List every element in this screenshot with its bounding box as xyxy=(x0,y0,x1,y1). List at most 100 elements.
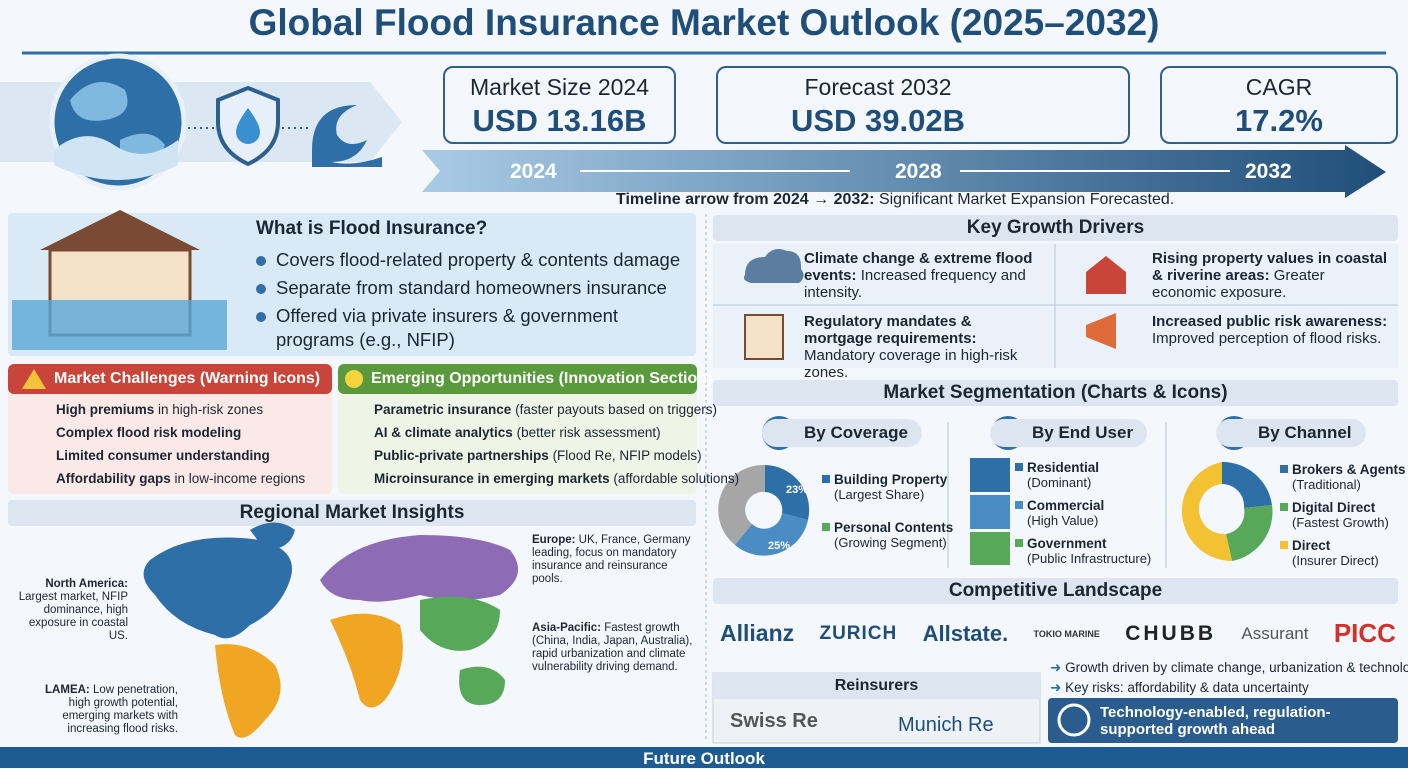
region-note: Europe: UK, France, Germany leading, foc… xyxy=(532,534,698,586)
item-text: in low-income regions xyxy=(174,471,306,486)
house-roof xyxy=(40,210,200,250)
company-logo: Allianz xyxy=(720,620,795,646)
company-logos: Allianz ZURICH Allstate. TOKIO MARINE CHUBB A… xyxy=(720,618,1396,649)
residential-block xyxy=(970,458,1010,492)
commercial-block xyxy=(970,495,1010,529)
company-logo: CHUBB xyxy=(1125,621,1217,645)
item-bold: Complex flood risk modeling xyxy=(56,425,242,440)
legend-note: (Traditional) xyxy=(1292,477,1361,492)
challenges-panel xyxy=(8,364,332,494)
segment-title: By End User xyxy=(990,419,1148,447)
legend-entry: Personal Contents (Growing Segment) xyxy=(822,520,953,550)
driver-text: Greater economic exposure. xyxy=(1152,267,1325,301)
list-item: AI & climate analytics (better risk asse… xyxy=(336,421,696,444)
legend-entry: Brokers & Agents (Traditional) xyxy=(1280,462,1406,492)
regional-title: Regional Market Insights xyxy=(239,502,465,523)
driver-text: Increased frequency and intensity. xyxy=(804,267,1026,301)
globe-wave xyxy=(54,136,178,180)
segmentation-title: Market Segmentation (Charts & Icons) xyxy=(883,382,1228,403)
region-name: LAMEA: xyxy=(45,684,90,696)
region-text: Low penetration, high growth potential, … xyxy=(62,684,178,735)
opportunities-list: Parametric insurance (faster payouts bas… xyxy=(336,398,739,490)
company-logo: TOKIO MARINE xyxy=(1033,628,1100,639)
wave-icon xyxy=(312,105,382,167)
map-asia-pacific xyxy=(420,596,500,651)
donut-segment xyxy=(765,465,810,520)
kpi-card: Market Size 2024 USD 13.16B xyxy=(443,66,676,144)
opportunities-panel xyxy=(338,364,697,494)
list-item: Complex flood risk modeling xyxy=(16,421,328,444)
item-bold: High premiums xyxy=(56,402,155,417)
item-text: (better risk assessment) xyxy=(516,425,661,440)
globe-land xyxy=(70,82,165,168)
gear-icon xyxy=(1057,703,1091,737)
kpi-label: Forecast 2032 xyxy=(804,74,952,100)
legend-note: (High Value) xyxy=(1027,513,1099,528)
challenges-title: Market Challenges (Warning Icons) xyxy=(54,370,321,387)
definition-list: Covers flood-related property & contents… xyxy=(256,248,686,352)
donut-label: 23% xyxy=(786,484,809,496)
definition-bullet: Offered via private insurers & governmen… xyxy=(256,304,686,352)
driver-bold: Regulatory mandates & mortgage requireme… xyxy=(804,313,977,347)
opportunities-title: Emerging Opportunities (Innovation Secti… xyxy=(371,370,713,387)
driver-bold: Rising property values in coastal & rive… xyxy=(1152,250,1388,284)
legend-name: Personal Contents xyxy=(834,520,954,535)
competitive-bullet: ➜ Key risks: affordability & data uncert… xyxy=(1050,678,1408,698)
competitive-title: Competitive Landscape xyxy=(948,580,1163,601)
region-name: Europe: xyxy=(532,534,576,546)
map-australia xyxy=(459,666,505,705)
warning-icon xyxy=(22,369,46,389)
timeline-year: 2024 xyxy=(510,160,557,183)
region-note: North America: Largest market, NFIP domi… xyxy=(18,578,128,643)
caption-bold: Timeline arrow from 2024 → 2032: xyxy=(616,191,875,208)
item-bold: Microinsurance in emerging markets xyxy=(374,471,610,486)
reinsurer: Swiss Re xyxy=(730,710,818,732)
segment-title: By Channel xyxy=(1216,419,1366,447)
kpi-card: Forecast 2032 USD 39.02B xyxy=(716,66,1130,144)
coverage-donut xyxy=(718,464,810,556)
bullet-arrow: ➜ xyxy=(1050,660,1062,675)
timeline-arrow xyxy=(422,145,1386,198)
timeline-year: 2032 xyxy=(1245,160,1292,183)
item-text: (Flood Re, NFIP models) xyxy=(552,448,702,463)
reinsurers-header xyxy=(713,673,1040,699)
legend-note: (Fastest Growth) xyxy=(1292,515,1389,530)
list-item: Limited consumer understanding xyxy=(16,444,328,467)
legend-entry: Residential (Dominant) xyxy=(1015,460,1151,490)
legend-entry: Commercial (High Value) xyxy=(1015,498,1151,528)
opportunities-header xyxy=(338,364,697,394)
legend-note: (Dominant) xyxy=(1027,475,1092,490)
definition-bullet: Covers flood-related property & contents… xyxy=(256,248,686,272)
kpi-card: CAGR 17.2% xyxy=(1160,66,1398,144)
region-text: UK, France, Germany leading, focus on ma… xyxy=(532,534,691,585)
kpi-label: Market Size 2024 xyxy=(470,74,649,100)
map-greenland xyxy=(250,522,295,550)
government-block xyxy=(970,532,1010,565)
map-north-america xyxy=(143,537,292,639)
legend-name: Building Property xyxy=(834,472,948,487)
competitive-bullets: ➜ Growth driven by climate change, urban… xyxy=(1050,658,1408,698)
channel-donut xyxy=(1181,461,1273,562)
megaphone-icon xyxy=(1086,313,1116,349)
definition-bullet: Separate from standard homeowners insura… xyxy=(256,276,686,300)
region-name: Asia-Pacific: xyxy=(532,622,602,634)
company-logo: PICC xyxy=(1333,618,1396,648)
segmentation-header xyxy=(713,380,1398,406)
item-text: in high-risk zones xyxy=(158,402,264,417)
region-note: LAMEA: Low penetration, high growth pote… xyxy=(24,684,178,736)
storm-icon xyxy=(743,249,804,283)
list-item: Public-private partnerships (Flood Re, N… xyxy=(336,444,702,467)
legend-entry: Government (Public Infrastructure) xyxy=(1015,536,1151,566)
bulb-icon xyxy=(345,370,363,388)
list-item: Microinsurance in emerging markets (affo… xyxy=(336,467,739,490)
donut-segment xyxy=(735,513,808,556)
region-text: Fastest growth (China, India, Japan, Aus… xyxy=(532,622,693,673)
document-icon xyxy=(744,314,784,360)
segment-title: By Coverage xyxy=(762,419,922,447)
legend-note: (Public Infrastructure) xyxy=(1027,551,1152,566)
item-bold: Parametric insurance xyxy=(374,402,512,417)
caption-text: Significant Market Expansion Forecasted. xyxy=(878,191,1175,208)
driver: Rising property values in coastal & rive… xyxy=(1152,250,1392,301)
footer-title: Future Outlook xyxy=(643,749,765,768)
